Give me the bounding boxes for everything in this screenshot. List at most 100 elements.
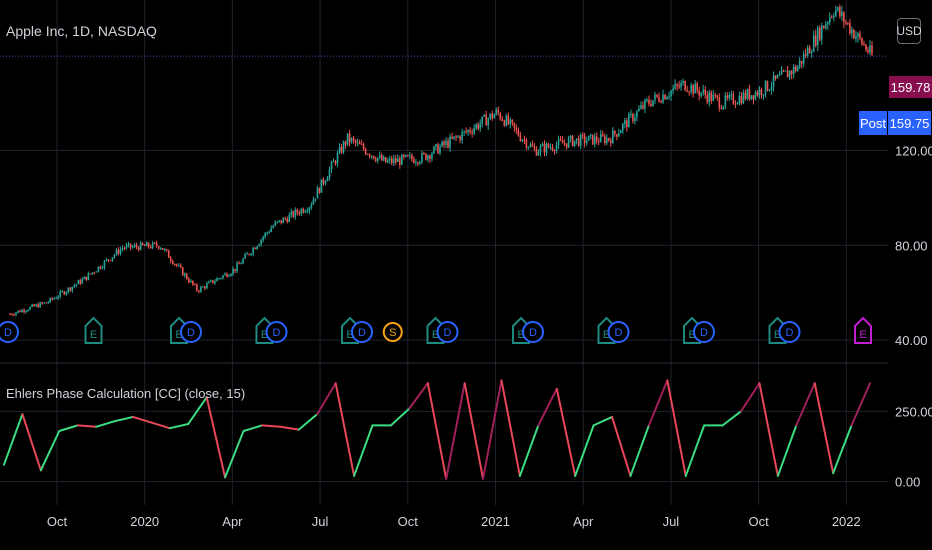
candle-body	[302, 208, 305, 213]
candle-body	[262, 237, 264, 240]
candle-body	[820, 25, 823, 40]
candle-body	[196, 284, 198, 291]
candle-body	[750, 95, 753, 100]
candle-body	[433, 146, 435, 154]
candle-body	[266, 232, 268, 234]
candle-body	[304, 211, 307, 213]
candle-body	[867, 49, 869, 53]
candle-body	[135, 245, 138, 248]
candle-body	[814, 35, 817, 46]
candle-body	[702, 89, 705, 93]
candle-body	[360, 144, 363, 146]
candle-body	[664, 94, 666, 100]
candle-body	[563, 143, 566, 145]
price-axis: 120.00 80.00 40.00	[895, 143, 932, 348]
candle-body	[212, 280, 214, 284]
candle-body	[465, 131, 467, 133]
candle-body	[29, 306, 31, 310]
candle-body	[127, 243, 130, 246]
candle-body	[298, 212, 301, 214]
candle-body	[585, 140, 588, 144]
candle-body	[443, 141, 445, 146]
candle-body	[495, 109, 498, 115]
candle-body	[204, 286, 206, 289]
phase-segment	[168, 422, 190, 430]
candle-body	[782, 70, 785, 72]
candle-body	[740, 96, 743, 104]
candle-body	[804, 54, 807, 56]
phase-segment	[353, 424, 374, 477]
candle-body	[511, 119, 514, 123]
candle-body	[121, 247, 124, 250]
event-letter: D	[273, 327, 281, 339]
candle-body	[774, 75, 777, 79]
time-label: Apr	[222, 514, 243, 529]
candle-body	[855, 36, 857, 39]
candle-body	[853, 29, 855, 39]
candle-body	[768, 89, 771, 91]
price-tick-label: 120.00	[895, 143, 932, 158]
candle-body	[837, 7, 839, 10]
indicator-label[interactable]: Ehlers Phase Calculation [CC] (close, 15…	[6, 386, 246, 401]
candle-body	[571, 135, 574, 146]
candle-body	[352, 138, 355, 141]
indicator-tick-label: 0.00	[895, 475, 920, 490]
candle-body	[182, 267, 184, 276]
candle-body	[453, 136, 455, 139]
candle-body	[244, 254, 246, 259]
candle-body	[131, 246, 134, 248]
candle-body	[67, 287, 70, 292]
phase-segment	[758, 382, 779, 477]
candle-body	[559, 139, 562, 141]
candle-body	[698, 90, 700, 96]
candle-body	[358, 142, 361, 145]
candle-body	[589, 134, 592, 136]
time-axis: Oct 2020 Apr Jul Oct 2021 Apr Jul Oct 2022	[47, 514, 861, 529]
event-letter: D	[358, 327, 366, 339]
candle-body	[85, 276, 88, 280]
phase-segment	[850, 382, 871, 427]
candle-body	[710, 92, 713, 101]
currency-button[interactable]: USD	[896, 18, 922, 44]
candle-body	[290, 211, 293, 215]
phase-segment	[3, 413, 24, 466]
candle-body	[549, 147, 552, 149]
candle-body	[527, 146, 530, 148]
candle-body	[849, 23, 851, 34]
candle-body	[101, 267, 104, 269]
candle-body	[595, 136, 598, 142]
candle-body	[59, 291, 62, 297]
candle-body	[368, 154, 371, 157]
candle-body	[839, 7, 841, 16]
candle-body	[374, 158, 377, 162]
candle-body	[65, 291, 68, 295]
candle-body	[847, 22, 849, 24]
candle-body	[119, 249, 122, 254]
candle-body	[553, 150, 556, 152]
candle-body	[720, 108, 723, 110]
event-letter: E	[688, 329, 695, 341]
candle-body	[441, 141, 443, 147]
candle-body	[479, 123, 481, 129]
candle-body	[421, 153, 423, 163]
phase-segment	[95, 420, 116, 428]
candle-body	[401, 154, 403, 165]
candle-body	[93, 272, 96, 274]
candle-body	[451, 136, 453, 139]
candle-body	[17, 310, 19, 313]
candle-body	[491, 113, 494, 119]
phase-segment	[813, 382, 835, 475]
candle-body	[674, 84, 676, 89]
candle-body	[270, 227, 273, 232]
candle-body	[157, 246, 160, 249]
candle-body	[326, 177, 329, 182]
candle-body	[656, 94, 658, 97]
candle-body	[611, 130, 614, 144]
candle-body	[557, 139, 560, 146]
candle-body	[622, 123, 624, 131]
candle-body	[306, 210, 309, 212]
candle-body	[312, 199, 315, 205]
phase-segment	[647, 379, 669, 427]
candle-body	[676, 84, 678, 86]
